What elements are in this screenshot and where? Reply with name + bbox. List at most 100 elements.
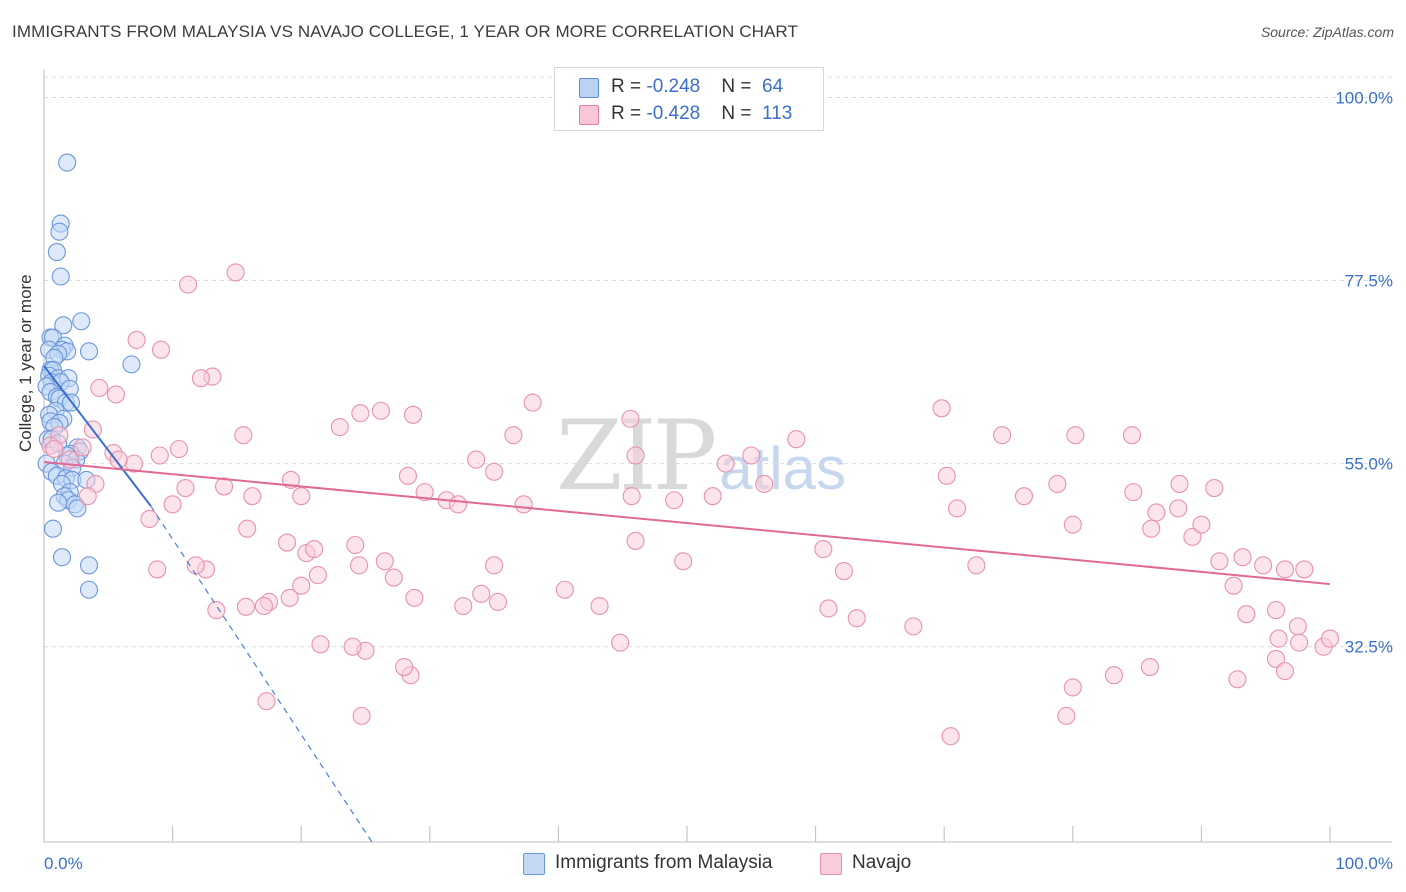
navajo-point: [611, 633, 630, 652]
malaysia-trend-extension: [150, 505, 373, 843]
navajo-point: [404, 405, 423, 424]
malaysia-point: [79, 342, 99, 361]
bottom-legend-swatch-malaysia: [523, 853, 545, 875]
navajo-point: [1254, 556, 1273, 575]
navajo-point: [488, 592, 508, 612]
navajo-point: [311, 635, 330, 654]
navajo-point: [140, 509, 159, 529]
y-tick-label: 55.0%: [1345, 455, 1393, 474]
navajo-point: [523, 393, 542, 412]
navajo-point: [191, 369, 210, 388]
navajo-point: [226, 263, 245, 282]
navajo-point: [716, 454, 735, 473]
navajo-point: [1288, 617, 1307, 636]
navajo-point: [254, 596, 273, 616]
malaysia-point: [122, 355, 141, 374]
navajo-point: [73, 438, 92, 457]
legend-stats-malaysia: R = -0.248 N = 64: [611, 76, 783, 98]
navajo-point: [967, 556, 986, 575]
navajo-point: [847, 609, 866, 628]
navajo-point: [351, 404, 370, 423]
navajo-point: [384, 568, 403, 587]
navajo-point: [243, 487, 262, 506]
y-tick-label: 100.0%: [1335, 88, 1393, 107]
navajo-point: [1269, 629, 1288, 648]
malaysia-point: [43, 519, 63, 538]
navajo-point: [948, 499, 967, 518]
navajo-point: [109, 450, 128, 469]
navajo-point: [1170, 474, 1189, 494]
navajo-point: [1066, 426, 1085, 445]
navajo-point: [398, 466, 417, 485]
malaysia-point: [72, 312, 91, 331]
bottom-legend-swatch-navajo: [820, 853, 842, 875]
legend-swatch-navajo: [579, 105, 599, 125]
navajo-point: [280, 588, 299, 607]
navajo-point: [1063, 678, 1082, 697]
navajo-point: [214, 477, 234, 496]
navajo-point: [1147, 503, 1166, 522]
navajo-point: [1048, 474, 1067, 494]
malaysia-trend-line: [43, 365, 152, 507]
navajo-point: [621, 409, 640, 428]
navajo-point: [1237, 605, 1256, 624]
navajo-point: [405, 588, 424, 607]
navajo-point: [1169, 499, 1188, 518]
navajo-point: [1295, 560, 1314, 579]
navajo-point: [1124, 483, 1143, 502]
navajo-point: [90, 378, 109, 398]
navajo-point: [703, 487, 722, 506]
navajo-point: [814, 540, 833, 559]
navajo-point: [1104, 666, 1124, 685]
navajo-point: [1228, 670, 1247, 689]
navajo-point: [1275, 662, 1295, 681]
navajo-point: [352, 706, 371, 725]
navajo-point: [257, 692, 276, 711]
navajo-point: [1140, 658, 1160, 677]
navajo-point: [151, 340, 171, 359]
legend-n-label: N =: [721, 76, 757, 97]
navajo-point: [236, 597, 255, 616]
malaysia-point: [50, 222, 69, 241]
navajo-point: [415, 483, 434, 502]
legend-n-value: 113: [762, 103, 793, 124]
legend-r-label: R =: [611, 76, 647, 97]
bottom-legend-label-navajo: Navajo: [852, 852, 912, 873]
malaysia-point: [79, 580, 99, 599]
navajo-point: [834, 561, 853, 581]
navajo-point: [127, 330, 146, 350]
legend-n-value: 64: [762, 76, 784, 97]
navajo-point: [1142, 519, 1161, 538]
bottom-legend-label-malaysia: Immigrants from Malaysia: [555, 852, 773, 873]
navajo-point: [292, 576, 311, 595]
navajo-point: [292, 487, 311, 506]
navajo-point: [1057, 706, 1076, 725]
legend-n-label: N =: [721, 103, 757, 124]
navajo-point: [1224, 576, 1243, 595]
malaysia-point: [51, 267, 70, 286]
y-tick-label: 77.5%: [1345, 272, 1393, 291]
navajo-point: [755, 474, 774, 494]
correlation-legend: R = -0.248 N = 64 R = -0.428 N = 113: [554, 67, 824, 131]
navajo-point: [1275, 560, 1295, 579]
legend-r-label: R =: [611, 103, 647, 124]
navajo-point: [278, 533, 297, 552]
navajo-point: [993, 426, 1012, 445]
navajo-point: [78, 487, 97, 506]
y-axis-label: College, 1 year or more: [16, 274, 35, 452]
navajo-point: [1205, 478, 1224, 498]
malaysia-point: [52, 548, 72, 567]
navajo-point: [742, 446, 761, 465]
navajo-point: [454, 596, 473, 616]
malaysia-point: [68, 499, 87, 518]
navajo-point: [1183, 527, 1202, 546]
navajo-point: [472, 584, 491, 603]
navajo-point: [305, 540, 324, 559]
navajo-point: [1320, 629, 1340, 648]
legend-swatch-malaysia: [579, 78, 599, 98]
x-tick-label: 100.0%: [1335, 854, 1393, 873]
navajo-point: [1233, 548, 1252, 567]
navajo-point: [626, 446, 645, 465]
navajo-point: [674, 552, 693, 571]
navajo-point: [937, 466, 956, 485]
